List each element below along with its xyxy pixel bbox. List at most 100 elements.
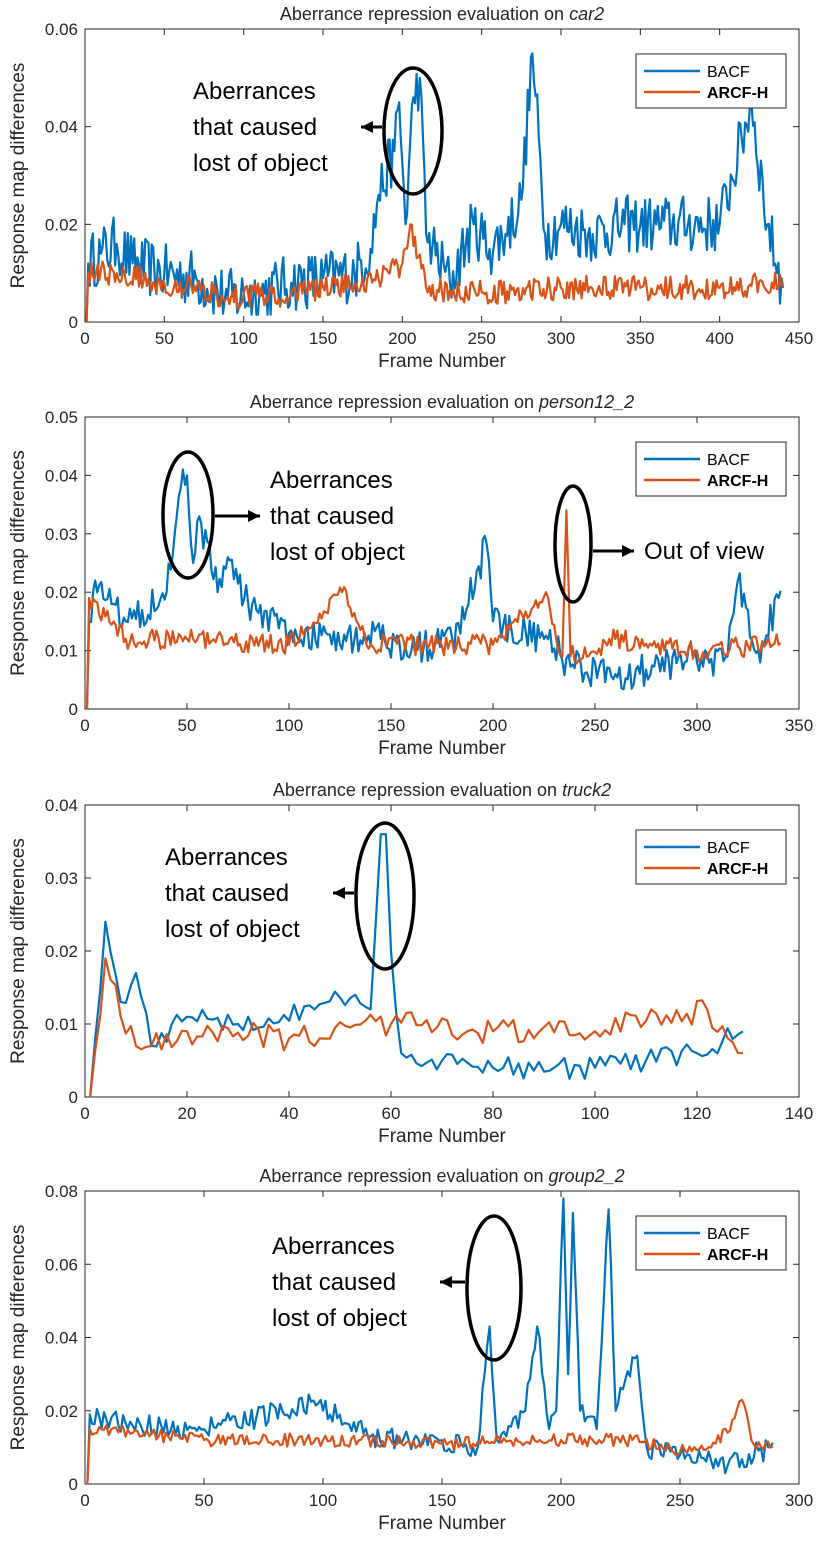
annotation-ellipse (465, 1214, 523, 1362)
x-axis-label: Frame Number (378, 1513, 506, 1534)
chart-title-prefix: Aberrance repression evaluation on (280, 4, 569, 24)
chart-title-dataset: car2 (569, 4, 604, 24)
y-tick-label: 0.06 (45, 1255, 78, 1274)
annotation-text: that caused (270, 503, 394, 530)
chart-title-dataset: group2_2 (549, 1166, 625, 1186)
y-tick-label: 0 (69, 313, 78, 332)
annotation-arrow-head (622, 545, 634, 557)
annotation-arrow-head (248, 510, 260, 522)
x-axis-label: Frame Number (378, 738, 506, 759)
x-tick-label: 300 (785, 1491, 813, 1510)
annotation-ellipse (382, 66, 444, 196)
annotation: Out of view (553, 484, 765, 604)
x-tick-label: 40 (280, 1104, 299, 1123)
x-tick-label: 120 (683, 1104, 711, 1123)
annotation: Aberrances that caused lost of object (161, 450, 405, 580)
x-tick-label: 350 (626, 329, 654, 348)
x-tick-label: 300 (683, 716, 711, 735)
x-tick-label: 300 (547, 329, 575, 348)
y-tick-label: 0 (69, 1088, 78, 1107)
annotation-text: lost of object (270, 539, 405, 566)
x-tick-label: 60 (382, 1104, 401, 1123)
chart-title-prefix: Aberrance repression evaluation on (273, 780, 562, 800)
y-tick-label: 0.05 (45, 408, 78, 427)
legend-label: ARCF-H (707, 85, 768, 102)
legend: BACF ARCF-H (635, 829, 787, 885)
legend: BACF ARCF-H (635, 53, 787, 109)
x-tick-label: 100 (275, 716, 303, 735)
x-tick-label: 20 (178, 1104, 197, 1123)
chart-title: Aberrance repression evaluation on perso… (250, 392, 634, 412)
x-tick-label: 200 (547, 1491, 575, 1510)
series-line-arcf-h (85, 223, 785, 323)
annotation-text: lost of object (165, 916, 300, 943)
annotation-text: that caused (165, 880, 289, 907)
annotation-text: Out of view (644, 538, 765, 565)
legend-label: ARCF-H (707, 1247, 768, 1264)
annotation-ellipse (161, 450, 215, 580)
y-tick-label: 0.02 (45, 215, 78, 234)
y-axis-label: Response map differences (8, 63, 29, 289)
x-tick-label: 50 (155, 329, 174, 348)
y-tick-label: 0.02 (45, 942, 78, 961)
annotation-text: lost of object (272, 1305, 407, 1332)
y-axis-label: Response map differences (8, 450, 29, 676)
y-axis-label: Response map differences (8, 1225, 29, 1451)
x-tick-label: 0 (80, 329, 89, 348)
annotation-arrow-head (333, 887, 345, 899)
annotation-text: Aberrances (165, 844, 288, 871)
chart-title-prefix: Aberrance repression evaluation on (259, 1166, 548, 1186)
legend-label: BACF (707, 64, 750, 81)
x-tick-label: 400 (705, 329, 733, 348)
series-line-arcf-h (89, 957, 743, 1098)
x-tick-label: 100 (581, 1104, 609, 1123)
x-tick-label: 250 (467, 329, 495, 348)
y-tick-label: 0.03 (45, 869, 78, 888)
series-line-bacf (85, 52, 785, 323)
x-tick-label: 250 (581, 716, 609, 735)
y-tick-label: 0.08 (45, 1182, 78, 1201)
series-line-bacf (89, 833, 744, 1098)
chart-group2_2: Aberrance repression evaluation on group… (8, 1166, 813, 1534)
x-tick-label: 80 (484, 1104, 503, 1123)
legend-label: ARCF-H (707, 861, 768, 878)
y-tick-label: 0 (69, 1475, 78, 1494)
chart-title: Aberrance repression evaluation on group… (259, 1166, 624, 1186)
x-tick-label: 100 (309, 1491, 337, 1510)
legend-label: BACF (707, 452, 750, 469)
annotation-text: that caused (193, 114, 317, 141)
chart-title: Aberrance repression evaluation on car2 (280, 4, 604, 24)
legend-box (635, 1215, 787, 1271)
annotation-text: Aberrances (272, 1233, 395, 1260)
x-tick-label: 450 (785, 329, 813, 348)
series-line-arcf-h (86, 1398, 774, 1485)
chart-truck2: Aberrance repression evaluation on truck… (8, 780, 813, 1147)
legend-label: BACF (707, 1226, 750, 1243)
chart-car2: Aberrance repression evaluation on car2 0… (8, 4, 813, 372)
legend-box (635, 53, 787, 109)
annotation: Aberrances that caused lost of object (165, 821, 416, 971)
legend: BACF ARCF-H (635, 1215, 787, 1271)
y-tick-label: 0 (69, 700, 78, 719)
y-tick-label: 0.04 (45, 1329, 78, 1348)
legend-label: BACF (707, 840, 750, 857)
legend-box (635, 441, 787, 497)
series-line-bacf (86, 1197, 774, 1485)
annotation-arrow-head (440, 1276, 452, 1288)
x-tick-label: 350 (785, 716, 813, 735)
x-tick-label: 150 (309, 329, 337, 348)
series-line-arcf-h (85, 509, 782, 710)
legend-label: ARCF-H (707, 473, 768, 490)
x-tick-label: 0 (80, 1104, 89, 1123)
annotation-arrow-head (361, 121, 373, 133)
annotation-text: Aberrances (193, 78, 316, 105)
x-tick-label: 140 (785, 1104, 813, 1123)
y-tick-label: 0.01 (45, 642, 78, 661)
annotation-text: Aberrances (270, 467, 393, 494)
annotation-ellipse (354, 821, 416, 971)
chart-title: Aberrance repression evaluation on truck… (273, 780, 611, 800)
y-tick-label: 0.04 (45, 466, 78, 485)
x-tick-label: 200 (388, 329, 416, 348)
y-tick-label: 0.03 (45, 525, 78, 544)
